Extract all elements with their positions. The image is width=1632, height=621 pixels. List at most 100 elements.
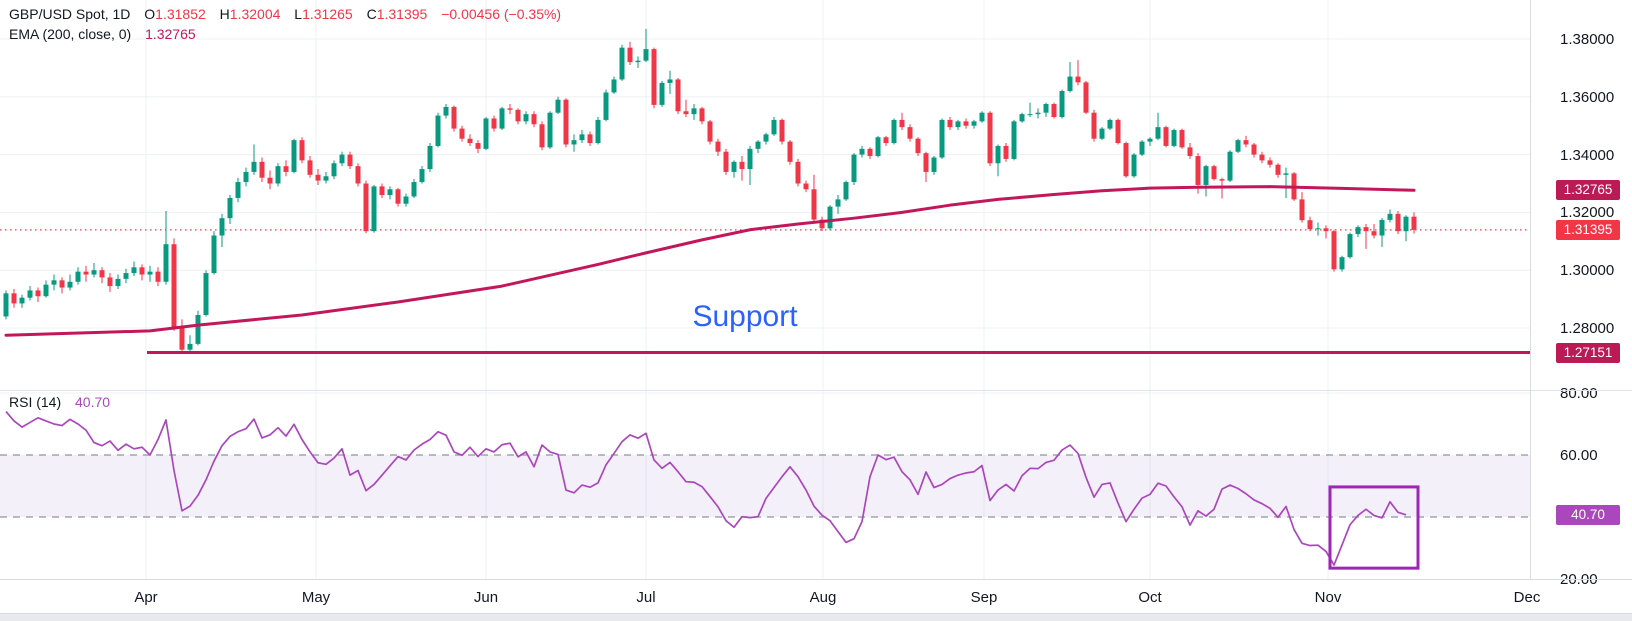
candle-body [1219, 179, 1225, 181]
candle-body [1067, 76, 1073, 92]
candle-body [1123, 143, 1129, 177]
candle-body [123, 273, 129, 279]
high-key: H [219, 6, 230, 22]
candle-body [499, 108, 505, 129]
candle-body [91, 270, 97, 275]
candle-body [1099, 128, 1105, 139]
candle-body [787, 141, 793, 162]
candle-body [755, 141, 761, 149]
candle-body [67, 281, 73, 288]
candle-body [491, 118, 497, 129]
candle-body [355, 166, 361, 184]
month-label: Sep [970, 589, 998, 606]
month-label: Aug [809, 589, 837, 606]
candle-body [1195, 156, 1201, 185]
candle-body [179, 328, 185, 350]
rsi-title[interactable]: RSI (14) [9, 394, 62, 410]
candle-body [763, 134, 769, 142]
candle-body [163, 244, 169, 282]
candle-body [611, 79, 617, 93]
candle-body [987, 112, 993, 164]
candle-body [467, 138, 473, 144]
candle-body [867, 148, 873, 157]
candle-body [643, 49, 649, 61]
candle-body [907, 127, 913, 139]
candle-body [675, 79, 681, 112]
candle-body [1275, 164, 1281, 175]
price-axis-border [1530, 0, 1531, 579]
candle-body [547, 112, 553, 148]
candle-body [1163, 127, 1169, 146]
candle-body [1003, 145, 1009, 159]
support-annotation-text[interactable]: Support [692, 300, 798, 333]
rsi-value: 40.70 [75, 394, 111, 410]
ema-line[interactable] [4, 185, 1416, 337]
candle-body [403, 196, 409, 204]
candle-body [931, 157, 937, 172]
candle-body [1171, 130, 1177, 146]
candle-body [195, 314, 201, 344]
candle-body [395, 189, 401, 204]
candle-body [139, 267, 145, 275]
candle-body [723, 151, 729, 172]
candle-body [923, 153, 929, 172]
candle-body [843, 182, 849, 200]
candle-body [1019, 114, 1025, 122]
candle-body [27, 290, 33, 298]
candle-body [683, 111, 689, 115]
candle-body [523, 114, 529, 122]
candle-body [235, 182, 241, 198]
time-axis-separator [0, 579, 1632, 580]
candle-body [243, 171, 249, 183]
month-label: Jul [636, 589, 656, 606]
candle-body [771, 119, 777, 135]
candle-body [531, 114, 537, 125]
pane-separator[interactable] [0, 390, 1632, 391]
candle-body [59, 280, 65, 288]
price-axis-label: 1.36000 [1560, 88, 1615, 106]
candle-body [19, 297, 25, 304]
candle-body [1203, 166, 1209, 185]
candle-body [971, 121, 977, 126]
candle-body [227, 197, 233, 219]
candle-body [1267, 160, 1273, 165]
candle-body [899, 119, 905, 128]
candle-body [1395, 213, 1401, 232]
ema-title[interactable]: EMA (200, close, 0) [9, 26, 132, 42]
candle-body [635, 60, 641, 63]
candle-body [259, 161, 265, 178]
candle-body [627, 47, 633, 63]
bottom-scrollbar-strip[interactable] [0, 613, 1632, 621]
candle-body [707, 121, 713, 142]
candle-body [1299, 199, 1305, 221]
candle-body [835, 199, 841, 207]
month-label: Apr [134, 589, 158, 606]
candle-body [883, 137, 889, 144]
candle-body [995, 145, 1001, 164]
candle-body [539, 124, 545, 148]
candle-body [579, 134, 585, 141]
ema-value: 1.32765 [145, 26, 196, 42]
candle-body [587, 134, 593, 144]
candle-body [443, 106, 449, 116]
candle-body [211, 235, 217, 274]
candle-body [331, 163, 337, 177]
rsi-line[interactable] [5, 411, 1407, 566]
candle-body [819, 219, 825, 229]
candle-body [1355, 227, 1361, 235]
candle-body [1179, 130, 1185, 148]
candle-body [147, 271, 153, 275]
candle-body [475, 143, 481, 149]
rsi-box-annotation[interactable] [1328, 485, 1420, 570]
candle-body [563, 99, 569, 145]
candle-body [1075, 76, 1081, 83]
candle-body [699, 108, 705, 122]
candle-body [267, 177, 273, 184]
symbol-title[interactable]: GBP/USD Spot, 1D [9, 6, 131, 22]
candle-body [915, 138, 921, 154]
candle-body [51, 280, 57, 285]
candle-body [379, 186, 385, 196]
candle-body [1403, 216, 1409, 232]
